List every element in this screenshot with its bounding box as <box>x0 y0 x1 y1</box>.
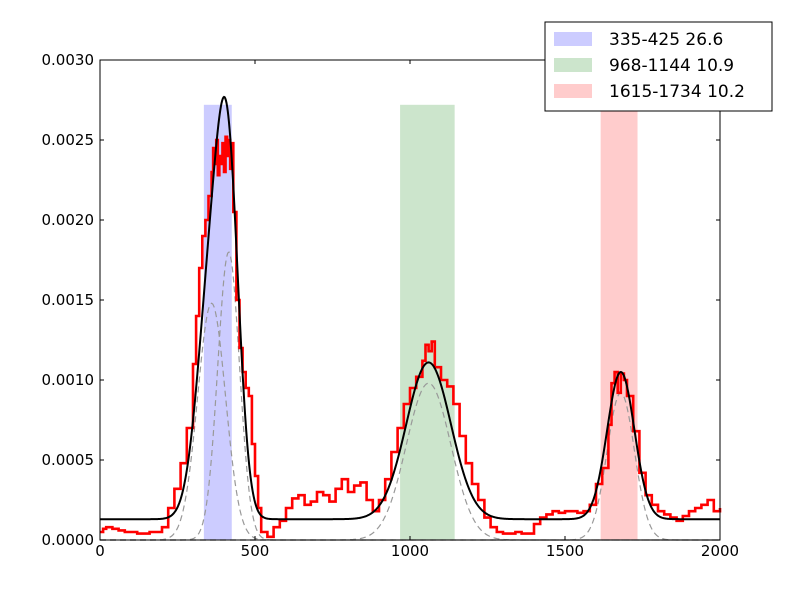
band-2 <box>600 104 638 541</box>
legend-label-1: 968-1144 10.9 <box>609 56 734 76</box>
axis-ticks: 0 500 1000 1500 2000 0.0000 0.0005 0.0010 0.0015… <box>42 51 740 560</box>
fit-layer <box>100 95 720 521</box>
y-tick-label: 0.0020 <box>42 211 95 229</box>
legend-swatch-2 <box>554 84 592 98</box>
legend-label-2: 1615-1734 10.2 <box>609 82 745 102</box>
legend: 335-425 26.6 968-1144 10.9 1615-1734 10.2 <box>544 21 773 112</box>
x-tick-label: 2000 <box>701 542 739 560</box>
y-tick-label: 0.0010 <box>42 371 95 389</box>
fit-total-line <box>100 95 720 521</box>
x-tick-label: 1000 <box>391 542 429 560</box>
y-tick-label: 0.0005 <box>42 451 95 469</box>
y-tick-label: 0.0030 <box>42 51 95 69</box>
x-tick-label: 0 <box>95 542 105 560</box>
y-tick-label: 0.0015 <box>42 291 95 309</box>
legend-swatch-0 <box>554 32 592 46</box>
band-1 <box>400 104 455 541</box>
legend-label-0: 335-425 26.6 <box>609 30 723 50</box>
x-tick-label: 1500 <box>546 542 584 560</box>
y-tick-label: 0.0000 <box>42 531 95 549</box>
x-tick-label: 500 <box>241 542 270 560</box>
legend-swatch-1 <box>554 58 592 72</box>
y-tick-label: 0.0025 <box>42 131 95 149</box>
